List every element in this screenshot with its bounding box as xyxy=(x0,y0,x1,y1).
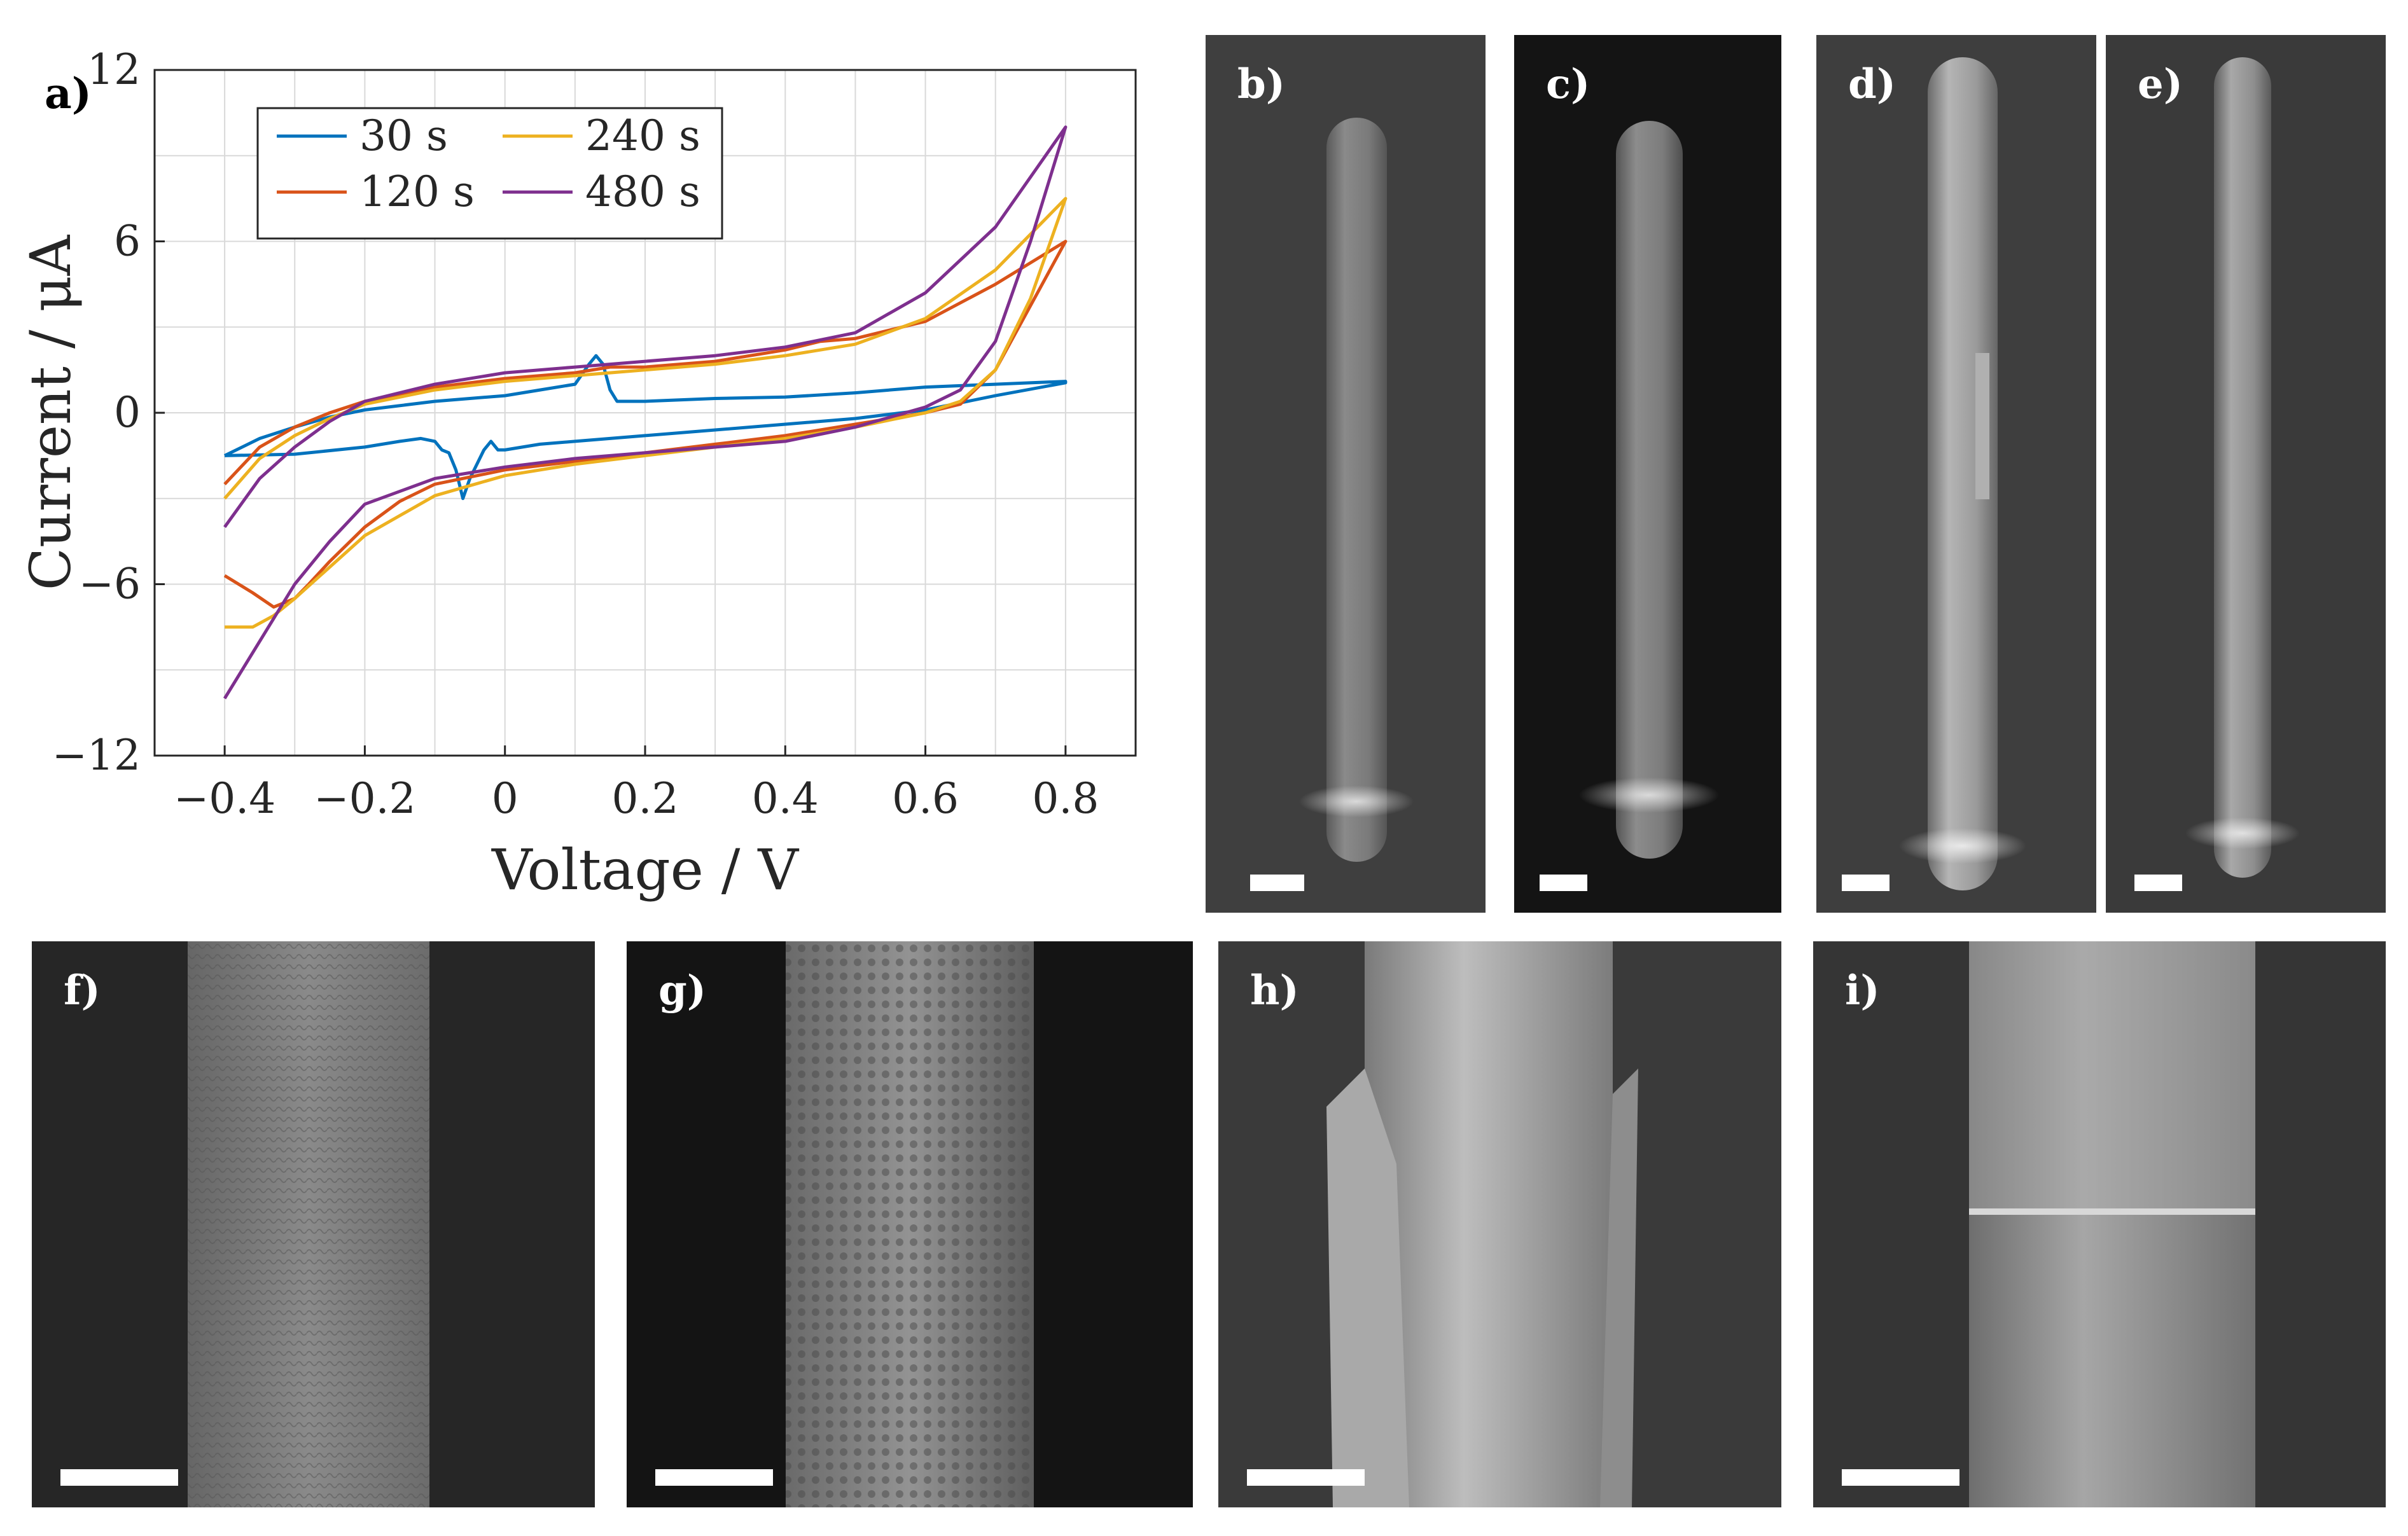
cv-chart: a) −0.4 −0.2 0 0.2 0.4 0.6 0.8 −12 −6 0 6 12 Voltag… xyxy=(18,45,1137,903)
nanowire-image-d xyxy=(1899,57,2026,890)
sem-image-e: e) xyxy=(2106,35,2386,913)
nanowire-image-c xyxy=(1579,121,1719,859)
nanowire-closeup-g xyxy=(786,941,1034,1507)
panel-label-b: b) xyxy=(1237,60,1286,108)
sem-image-i: i) xyxy=(1813,941,2386,1507)
scale-bar-f xyxy=(60,1469,178,1486)
x-tick-label: 0 xyxy=(492,774,518,823)
scale-bar-b xyxy=(1250,875,1304,891)
y-tick-label: 0 xyxy=(114,388,141,437)
panel-label-c: c) xyxy=(1546,60,1590,108)
nanowire-image-b xyxy=(1299,118,1414,862)
nanowire-closeup-f xyxy=(188,941,429,1507)
sem-image-g: g) xyxy=(627,941,1193,1507)
panel-label-d: d) xyxy=(1848,60,1896,108)
x-tick-label: −0.2 xyxy=(314,774,415,823)
panel-label-e: e) xyxy=(2138,60,2183,108)
sem-image-b: b) xyxy=(1206,35,1486,913)
cv-chart-panel: a) −0.4 −0.2 0 0.2 0.4 0.6 0.8 −12 −6 0 6 12 Voltag… xyxy=(0,0,1164,916)
sem-image-h: h) xyxy=(1218,941,1781,1507)
legend-entry: 480 s xyxy=(585,167,700,216)
x-tick-label: 0.8 xyxy=(1032,774,1099,823)
sem-image-f: f) xyxy=(32,941,595,1507)
legend-entry: 30 s xyxy=(359,111,448,160)
legend-entry: 120 s xyxy=(359,167,475,216)
sem-image-d: d) xyxy=(1816,35,2096,913)
panel-label-h: h) xyxy=(1250,967,1299,1014)
scale-bar-d xyxy=(1842,875,1890,891)
legend-box xyxy=(256,107,723,240)
series-line-30s xyxy=(223,354,1068,501)
tick-layer: −0.4 −0.2 0 0.2 0.4 0.6 0.8 −12 −6 0 6 12 xyxy=(52,45,1099,823)
y-axis-label: Current / μA xyxy=(18,234,83,590)
y-tick-label: −12 xyxy=(52,731,141,780)
x-tick-label: 0.2 xyxy=(612,774,679,823)
scale-bar-h xyxy=(1247,1469,1365,1486)
y-tick-label: −6 xyxy=(79,560,141,609)
sem-image-c: c) xyxy=(1514,35,1781,913)
scale-bar-e xyxy=(2134,875,2182,891)
panel-label-f: f) xyxy=(64,967,101,1014)
legend: 30 s 240 s 120 s 480 s xyxy=(256,107,723,240)
series-layer xyxy=(223,125,1068,700)
x-tick-label: 0.4 xyxy=(752,774,819,823)
y-tick-label: 6 xyxy=(114,217,141,266)
legend-entry: 240 s xyxy=(585,111,700,160)
series-line-240s xyxy=(223,197,1068,629)
nanowire-image-e xyxy=(2185,57,2300,878)
x-tick-label: −0.4 xyxy=(174,774,275,823)
series-line-480s xyxy=(223,125,1068,700)
panel-label-a: a) xyxy=(45,69,92,118)
x-tick-label: 0.6 xyxy=(892,774,959,823)
panel-label-g: g) xyxy=(658,967,707,1014)
scale-bar-g xyxy=(655,1469,773,1486)
y-tick-label: 12 xyxy=(87,45,141,94)
panel-label-i: i) xyxy=(1845,967,1880,1014)
x-axis-label: Voltage / V xyxy=(491,837,799,903)
scale-bar-i xyxy=(1842,1469,1959,1486)
nanowire-closeup-i xyxy=(1969,941,2255,1507)
scale-bar-c xyxy=(1540,875,1587,891)
nanowire-closeup-h xyxy=(1326,941,1638,1507)
